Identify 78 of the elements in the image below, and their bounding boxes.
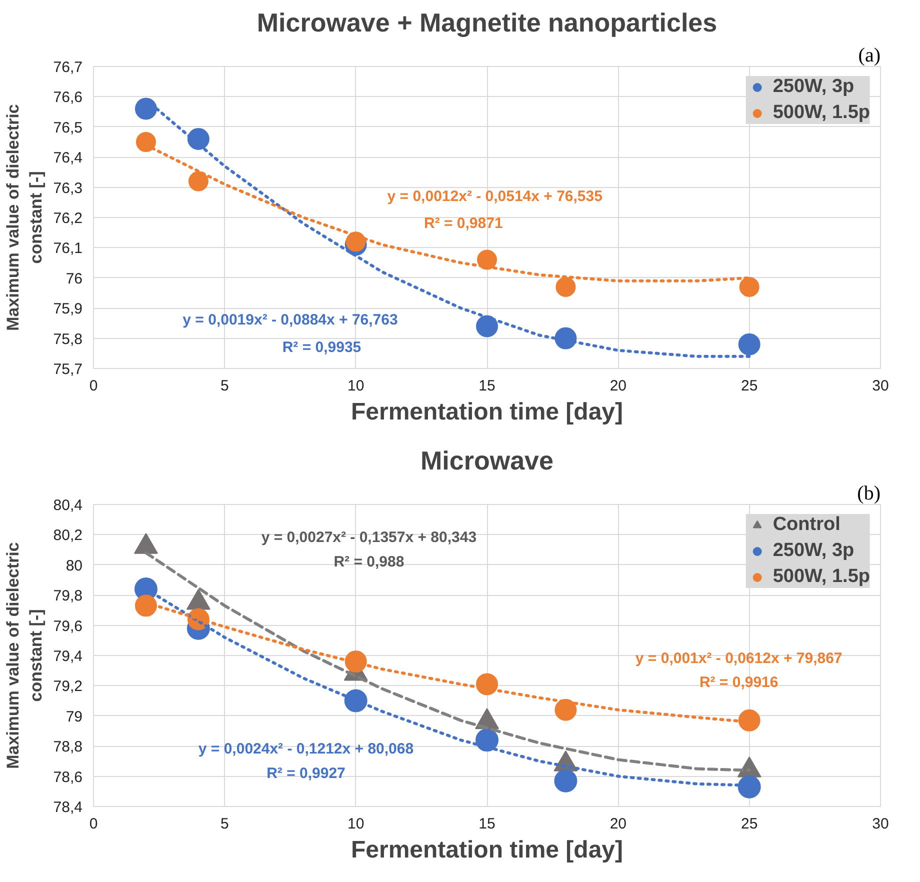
annotation: R² = 0,9916 <box>699 674 778 692</box>
point <box>738 709 760 732</box>
y-tick-label: 79,4 <box>53 648 83 665</box>
y-axis-title: Maximum value of dielectric constant [-] <box>4 104 46 331</box>
y-tick-label: 80 <box>66 557 83 574</box>
point <box>346 232 366 252</box>
x-tick-label: 20 <box>610 816 627 832</box>
point <box>187 128 210 150</box>
y-tick-label: 76,3 <box>53 180 83 197</box>
y-tick-label: 76,2 <box>53 210 83 227</box>
x-tick-label: 25 <box>740 378 758 394</box>
legend-label: Control <box>772 514 840 536</box>
annotation: R² = 0,9871 <box>424 215 503 232</box>
x-tick-label: 30 <box>872 378 889 394</box>
point <box>344 650 367 673</box>
x-tick-label: 10 <box>347 816 364 832</box>
point <box>477 250 497 270</box>
x-tick-label: 5 <box>220 378 229 394</box>
point <box>554 698 577 721</box>
y-tick-label: 79,8 <box>53 588 83 605</box>
x-tick-label: 10 <box>347 378 364 394</box>
annotation: y = 0,001x² - 0,0612x + 79,867 <box>635 650 842 668</box>
chart-title: Microwave + Magnetite nanoparticles <box>256 8 718 38</box>
annotation: R² = 0,9935 <box>282 338 362 356</box>
point <box>188 171 208 192</box>
y-tick-label: 75,9 <box>53 300 83 318</box>
y-tick-label: 76,7 <box>53 59 83 76</box>
annotation: R² = 0,9927 <box>266 764 346 782</box>
y-tick-label: 79,6 <box>53 618 83 635</box>
point <box>344 689 368 712</box>
legend-label: 250W, 3p <box>772 540 854 562</box>
annotation: (b) <box>857 482 881 504</box>
y-tick-label: 75,8 <box>53 330 83 348</box>
point <box>739 276 760 297</box>
y-tick-label: 80,4 <box>53 497 83 514</box>
legend-label: 500W, 1.5p <box>772 566 870 588</box>
y-tick-label: 76,6 <box>53 89 83 106</box>
x-tick-label: 25 <box>740 816 758 832</box>
y-axis-title: Maximum value of dielectric constant [-] <box>4 542 46 769</box>
annotation: y = 0,0027x² - 0,1357x + 80,343 <box>261 529 477 546</box>
point <box>476 673 498 696</box>
point <box>134 98 157 120</box>
y-tick-label: 75,7 <box>53 361 83 378</box>
y-tick-label: 79 <box>66 708 83 726</box>
y-tick-label: 76,4 <box>53 150 83 167</box>
y-tick-label: 76,5 <box>53 119 83 136</box>
annotation: y = 0,0019x² - 0,0884x + 76,763 <box>182 312 398 329</box>
x-axis-title: Fermentation time [day] <box>350 398 624 426</box>
y-tick-label: 76,1 <box>53 240 83 258</box>
x-tick-label: 0 <box>89 816 98 832</box>
point <box>556 276 576 297</box>
annotation: y = 0,0024x² - 0,1212x + 80,068 <box>198 740 414 758</box>
chart-title: Microwave <box>420 446 554 476</box>
point <box>134 594 157 617</box>
annotation: R² = 0,988 <box>334 553 404 570</box>
x-tick-label: 15 <box>478 378 496 394</box>
point <box>476 315 498 338</box>
x-tick-label: 20 <box>610 378 627 394</box>
x-tick-label: 0 <box>89 378 98 394</box>
legend-label: 500W, 1.5p <box>772 102 870 124</box>
point <box>554 769 578 792</box>
y-tick-label: 78,8 <box>53 738 83 756</box>
y-tick-label: 76 <box>66 270 83 288</box>
point <box>738 333 760 356</box>
x-axis-title: Fermentation time [day] <box>350 836 624 864</box>
x-tick-label: 5 <box>220 816 229 832</box>
y-tick-label: 80,2 <box>53 527 83 544</box>
y-tick-label: 79,2 <box>53 678 83 696</box>
legend-label: 250W, 3p <box>772 76 854 98</box>
annotation: y = 0,0012x² - 0,0514x + 76,535 <box>387 188 602 205</box>
annotation: (a) <box>858 44 881 66</box>
point <box>476 728 498 752</box>
x-tick-label: 15 <box>478 816 496 832</box>
point <box>738 775 761 798</box>
point <box>136 132 156 152</box>
y-tick-label: 78,4 <box>53 799 83 816</box>
y-tick-label: 78,6 <box>53 768 83 786</box>
x-tick-label: 30 <box>872 816 889 832</box>
